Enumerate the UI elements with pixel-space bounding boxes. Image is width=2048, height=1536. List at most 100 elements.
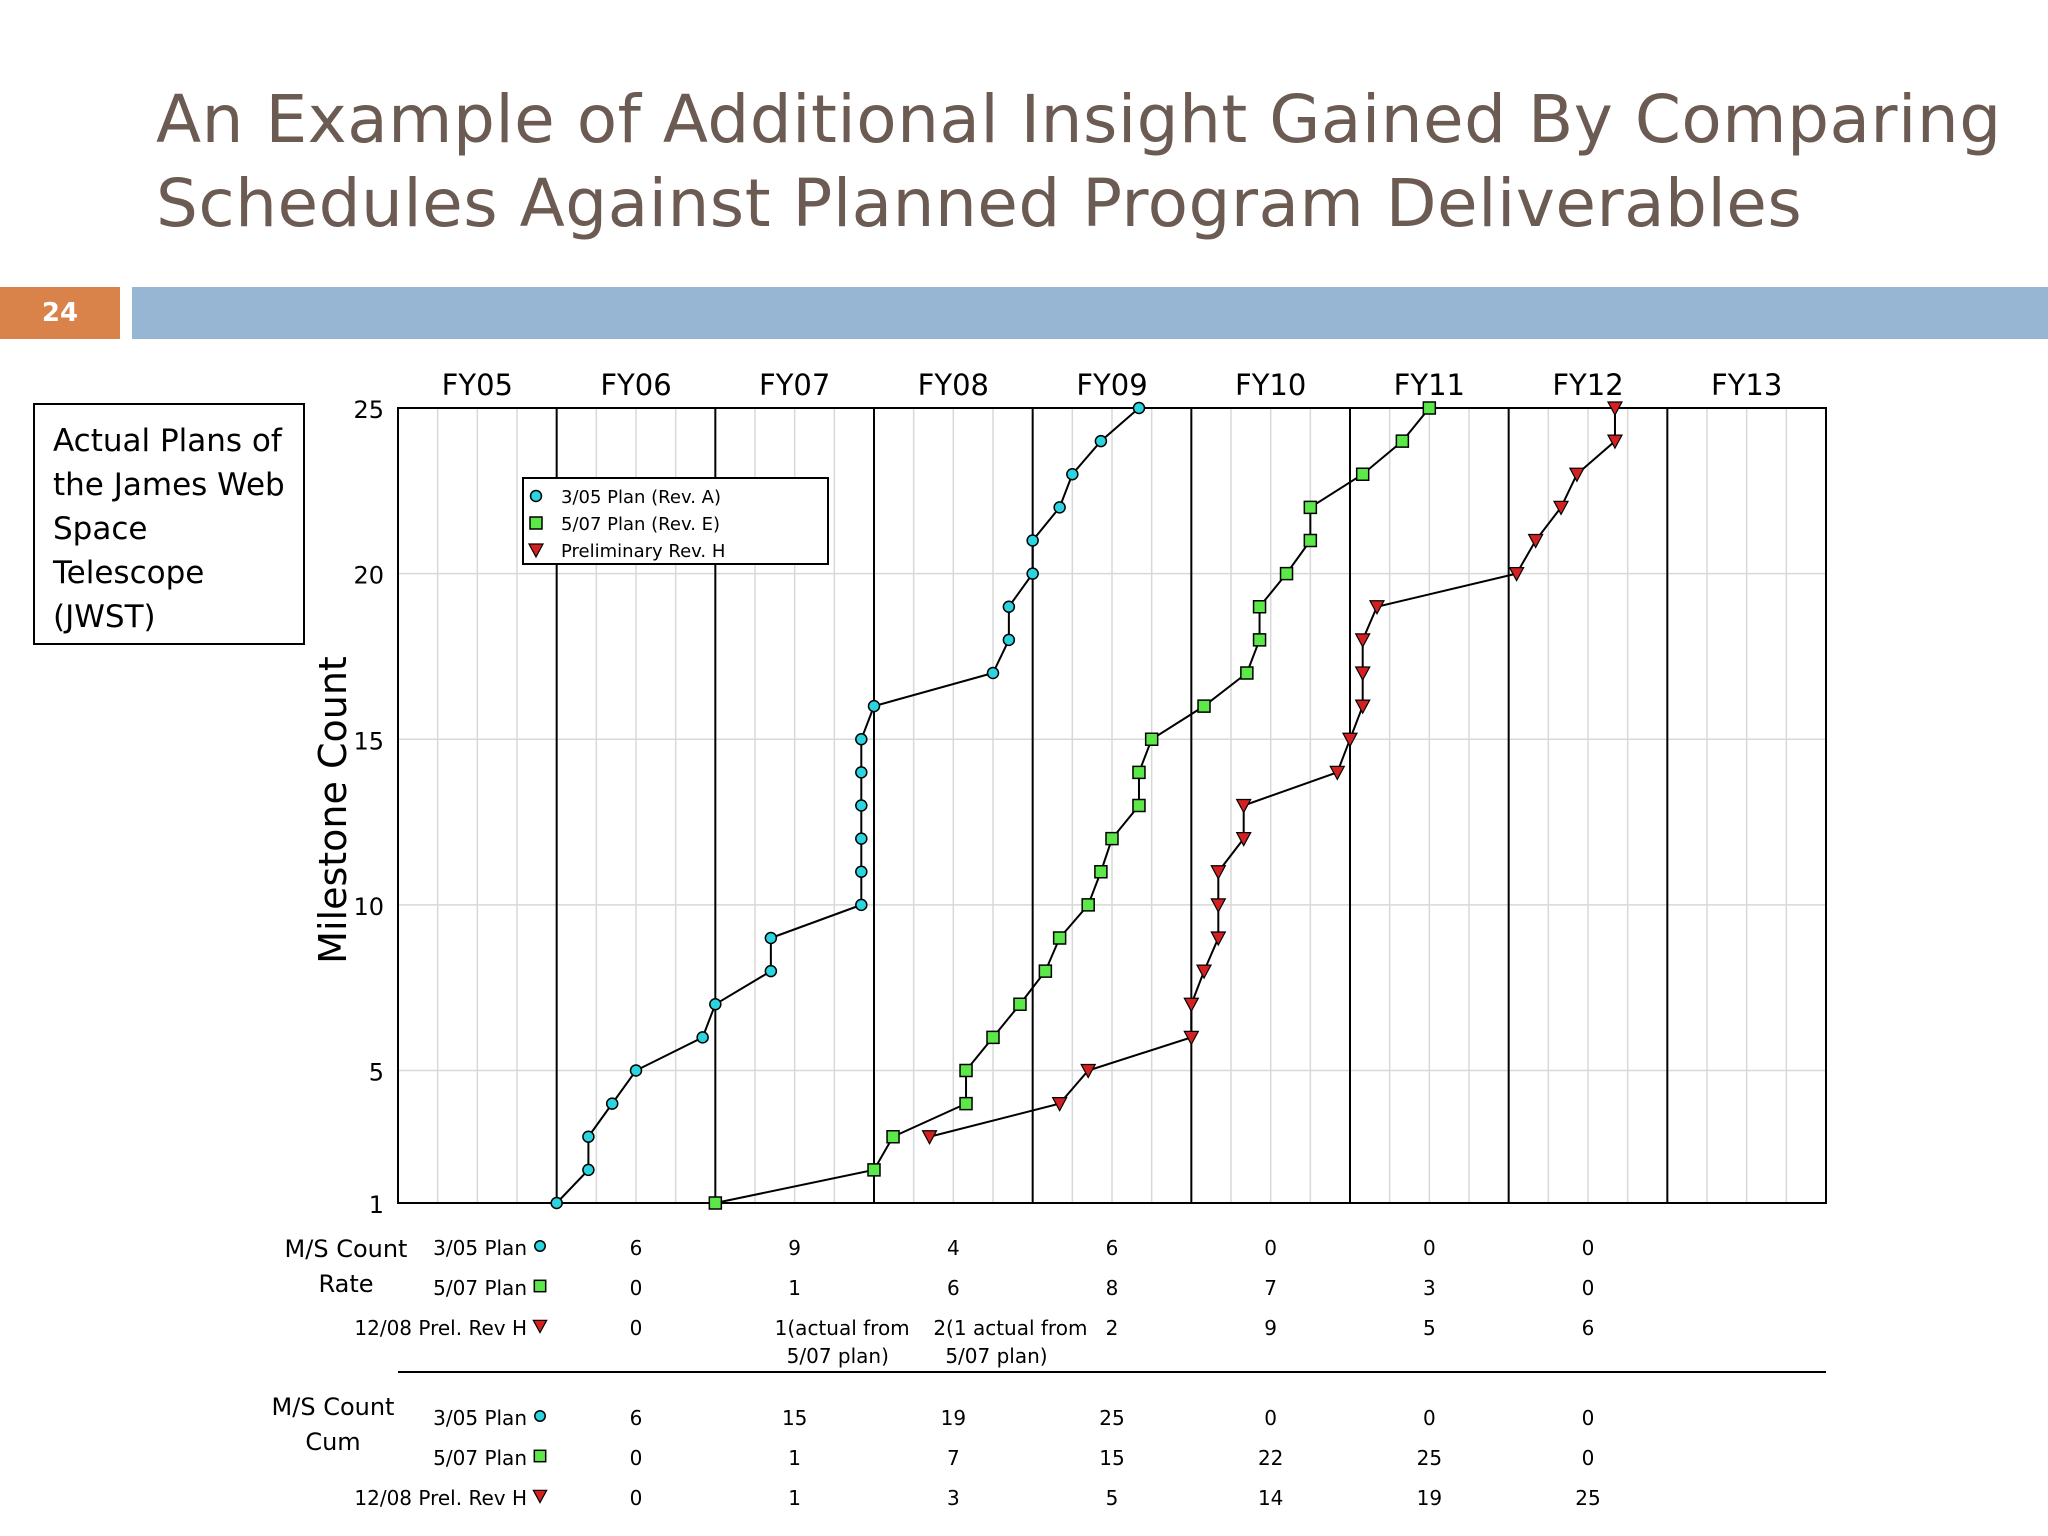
cum-row-marker [532,1489,548,1504]
caption-line-4: Telescope [53,555,205,591]
rev-e-point [1240,666,1254,680]
rate-cell: 6 [1582,1316,1595,1340]
rev-e-point [708,1196,723,1210]
rate-cell: 0 [630,1316,643,1340]
rev-h-point [1210,931,1227,947]
rate-cell: 0 [1582,1236,1595,1260]
slide-number: 24 [0,287,120,339]
rev-e-point [1252,633,1267,647]
cum-row-label: 3/05 Plan [433,1406,527,1430]
rev-e-point [1303,500,1318,515]
rate-cell: 9 [788,1236,801,1260]
rev-e-point [1094,865,1108,879]
rev-a-point [855,898,868,912]
rev-e-point [1303,533,1318,548]
fy-label: FY07 [759,368,830,402]
rev-e-point [1105,831,1119,846]
rev-h-point [1210,898,1227,914]
rev-h-point [1354,633,1371,649]
cum-cell: 19 [1417,1486,1442,1510]
rev-a-point [1132,401,1146,415]
rate-cell: 6 [630,1236,643,1260]
rev-a-point [709,998,722,1011]
rev-e-point [1052,931,1067,945]
rev-a-point [1053,501,1066,514]
legend-label: Preliminary Rev. H [561,541,725,562]
rate-cell: 9 [1264,1316,1277,1340]
caption-line-5: (JWST) [53,599,156,635]
cum-cell: 0 [1423,1406,1436,1430]
rate-cell: 5/07 plan) [787,1344,889,1368]
rate-cell: 5 [1423,1316,1436,1340]
rev-h-point [1606,434,1623,450]
y-tick-label: 20 [353,562,384,590]
rev-a-point [1002,600,1016,613]
slide-title: An Example of Additional Insight Gained … [156,78,2001,246]
rate-row-label: 3/05 Plan [433,1236,527,1260]
rev-h-point [1368,600,1385,616]
cum-cell: 0 [630,1486,643,1510]
rev-e-point [1422,401,1437,415]
title-line-2: Schedules Against Planned Program Delive… [156,165,1803,242]
rate-cell: 3 [1423,1276,1436,1300]
rev-e-point [1279,566,1294,581]
plot-area [397,407,1827,1204]
rev-e-point [867,1163,881,1177]
rate-cell: 2 [1106,1316,1119,1340]
rev-h-point [1354,699,1371,715]
rev-h-point [1051,1097,1068,1112]
rate-cell: 8 [1106,1276,1119,1300]
rate-cell: 1 [788,1276,801,1300]
rate-row-label: 5/07 Plan [433,1276,527,1300]
fy-label: FY06 [600,368,671,402]
fy-label: FY12 [1552,368,1623,402]
rev-a-point [605,1097,619,1110]
cum-cell: 0 [1582,1446,1595,1470]
rate-cell: 7 [1264,1276,1277,1300]
rev-e-point [1144,732,1159,746]
cum-cell: 5 [1106,1486,1119,1510]
y-axis-label: Milestone Count [311,656,355,964]
y-tick-label: 5 [369,1059,384,1087]
cum-group-label: M/S Count [272,1393,395,1421]
caption-box: Actual Plans of the James Web Space Tele… [33,403,305,645]
rev-a-point [1066,468,1079,481]
rev-h-point [1235,832,1252,847]
rev-a-point [855,865,868,878]
cum-cell: 25 [1417,1446,1442,1470]
rev-e-point [1081,898,1095,912]
rev-h-point [1553,500,1570,516]
caption-line-1: Actual Plans of [53,423,282,459]
rev-e-point [986,1030,1000,1045]
rev-a-point [867,699,881,713]
rev-e-point [886,1130,900,1144]
rev-a-point [582,1130,595,1143]
fy-label: FY10 [1235,368,1306,402]
rev-h-point [1196,964,1213,980]
rev-h-point [1183,1030,1200,1046]
cum-cell: 0 [1264,1406,1277,1430]
cum-cell: 6 [630,1406,643,1430]
rate-cell: 2(1 actual from [933,1316,1087,1340]
cum-cell: 25 [1099,1406,1124,1430]
rev-a-point [629,1064,643,1077]
legend-box [522,477,829,565]
fy-label: FY08 [918,368,989,402]
legend-label: 5/07 Plan (Rev. E) [561,514,720,535]
rate-row-marker [533,1279,547,1293]
rev-a-point [855,832,868,845]
cum-cell: 25 [1575,1486,1600,1510]
fy-label: FY13 [1711,368,1782,402]
caption-line-2: the James Web [53,467,285,503]
rev-a-point [1026,567,1039,580]
rev-e-point [1013,997,1027,1011]
rate-cell: 4 [947,1236,960,1260]
cum-cell: 7 [947,1446,960,1470]
rev-e-point [959,1063,973,1078]
rev-e-point [1395,434,1410,448]
legend-marker [529,516,543,530]
rev-h-point [1527,533,1544,549]
cum-row-label: 5/07 Plan [433,1446,527,1470]
y-tick-label: 25 [353,396,384,424]
rev-e-point [1197,699,1211,713]
